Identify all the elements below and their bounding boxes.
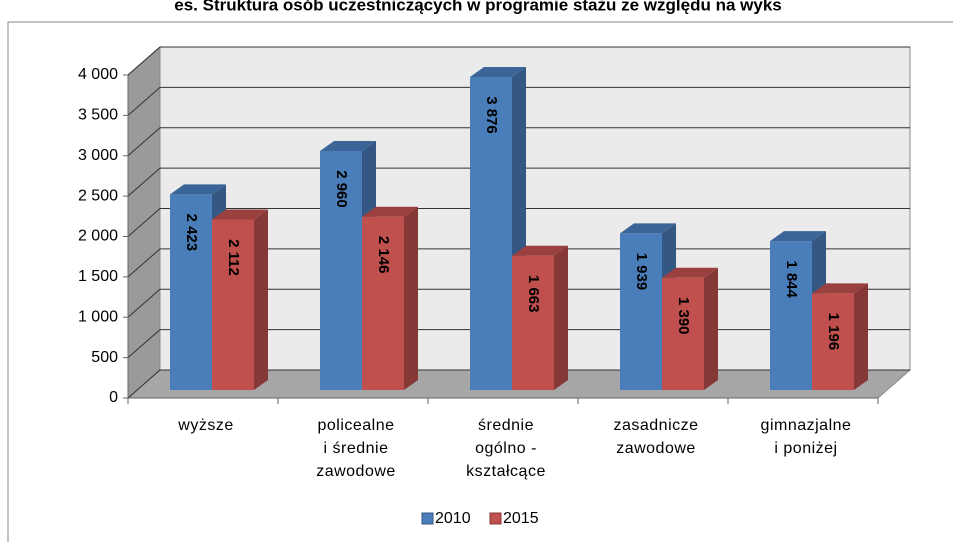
bar-top bbox=[362, 206, 418, 217]
data-label: 3 876 bbox=[483, 96, 500, 134]
legend-swatch bbox=[421, 512, 434, 525]
bar-side bbox=[254, 209, 268, 390]
bar-side bbox=[554, 245, 568, 390]
y-tick-label: 4 000 bbox=[78, 66, 118, 83]
grid-line bbox=[127, 167, 910, 197]
grid-line bbox=[127, 46, 910, 76]
data-label: 1 939 bbox=[633, 253, 650, 291]
x-tick-label: zawodowe bbox=[616, 440, 696, 457]
bar-top bbox=[662, 267, 718, 278]
grid-line bbox=[127, 86, 910, 116]
bar-top bbox=[812, 283, 868, 294]
legend-swatch bbox=[489, 512, 502, 525]
y-tick-label: 500 bbox=[91, 349, 118, 366]
bar-top bbox=[620, 223, 676, 234]
data-label: 2 146 bbox=[375, 236, 392, 274]
bar bbox=[320, 150, 362, 390]
bar bbox=[470, 77, 512, 390]
legend-label: 2015 bbox=[503, 510, 539, 527]
bar bbox=[512, 255, 554, 390]
y-tick-label: 2 000 bbox=[78, 228, 118, 245]
data-label: 2 960 bbox=[333, 170, 350, 208]
x-tick-label: średnie bbox=[478, 417, 534, 434]
bar-side bbox=[854, 283, 868, 390]
bar bbox=[620, 233, 662, 390]
bar bbox=[812, 293, 854, 390]
x-tick-label: policealne bbox=[317, 417, 394, 434]
x-tick-label: wyższe bbox=[177, 417, 233, 434]
bar-top bbox=[470, 67, 526, 78]
x-tick-label: i poniżej bbox=[774, 440, 837, 457]
data-label: 1 844 bbox=[783, 260, 800, 298]
x-tick-label: kształcące bbox=[466, 463, 546, 480]
bar bbox=[212, 219, 254, 390]
x-tick-label: gimnazjalne bbox=[761, 417, 852, 434]
bar-top bbox=[512, 245, 568, 256]
bar-top bbox=[320, 140, 376, 151]
x-tick-label: zawodowe bbox=[316, 463, 396, 480]
data-label: 2 423 bbox=[183, 214, 200, 252]
x-tick-label: ogólno - bbox=[475, 440, 537, 457]
y-tick-label: 2 500 bbox=[78, 187, 118, 204]
bar bbox=[362, 216, 404, 390]
grid-line bbox=[127, 127, 910, 157]
data-label: 2 112 bbox=[225, 239, 242, 276]
x-tick-label: zasadnicze bbox=[613, 417, 698, 434]
bar-top bbox=[212, 209, 268, 220]
y-tick-label: 1 500 bbox=[78, 268, 118, 285]
chart-title: es. Struktura osób uczestniczących w pro… bbox=[174, 0, 781, 14]
y-tick-label: 0 bbox=[109, 389, 118, 406]
y-tick-label: 3 500 bbox=[78, 107, 118, 124]
bar-side bbox=[704, 267, 718, 390]
bar bbox=[770, 241, 812, 390]
y-tick-label: 1 000 bbox=[78, 308, 118, 325]
bar bbox=[662, 277, 704, 390]
bar bbox=[170, 194, 212, 390]
bar-side bbox=[404, 206, 418, 390]
bar-top bbox=[770, 231, 826, 242]
bar-top bbox=[170, 184, 226, 195]
data-label: 1 196 bbox=[825, 313, 842, 351]
legend-label: 2010 bbox=[435, 510, 471, 527]
data-label: 1 390 bbox=[675, 297, 692, 335]
grid-line bbox=[127, 208, 910, 237]
y-tick-label: 3 000 bbox=[78, 147, 118, 164]
x-tick-label: i średnie bbox=[324, 440, 389, 457]
data-label: 1 663 bbox=[525, 275, 542, 313]
